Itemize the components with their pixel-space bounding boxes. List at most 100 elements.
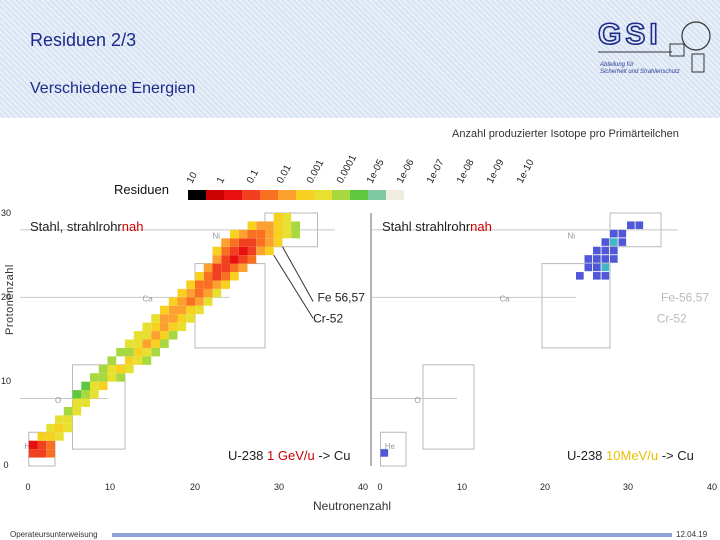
isotope-cell (230, 263, 239, 273)
isotope-cell (107, 356, 117, 365)
isotope-cell (63, 415, 73, 424)
panel-label: Stahl strahlrohrnah (382, 219, 492, 234)
element-label: He (385, 442, 396, 451)
isotope-cell (46, 423, 55, 433)
x-tick-label: 40 (358, 482, 368, 492)
isotope-cell (273, 213, 283, 222)
isotope-cell (195, 288, 204, 298)
colorbar-tick-label: 0.01 (275, 163, 294, 186)
x-tick-label: 0 (25, 482, 30, 492)
isotope-cell (177, 314, 187, 323)
isotope-cell (601, 263, 610, 272)
isotope-cell (618, 229, 627, 238)
isotope-cell (203, 263, 213, 273)
isotope-cell (177, 305, 187, 315)
isotope-cell (90, 381, 99, 391)
x-tick-label: 20 (190, 482, 200, 492)
isotope-cell (168, 331, 178, 340)
isotope-cell (81, 398, 90, 407)
isotope-cell (116, 373, 125, 382)
y-tick-label: 0 (3, 460, 8, 470)
gsi-logo-text: GSI (598, 18, 662, 51)
isotope-cell (160, 339, 169, 348)
isotope-cell (90, 373, 99, 382)
isotope-cell (238, 238, 248, 247)
isotope-cell (37, 449, 47, 458)
isotope-cell (81, 381, 90, 391)
isotope-cell (212, 246, 222, 256)
annotation-pointer (273, 254, 314, 319)
isotope-cell (63, 406, 73, 416)
isotope-cell (151, 322, 160, 332)
isotope-cell (195, 297, 204, 306)
isotope-cell (238, 255, 248, 264)
gsi-logo: GSI (597, 17, 711, 73)
isotope-cell (212, 288, 222, 298)
isotope-cell (46, 432, 55, 441)
isotope-cell (160, 322, 169, 332)
element-label: O (55, 396, 61, 405)
isotope-cell (107, 373, 117, 382)
isotope-cell (98, 381, 108, 391)
isotope-cell (151, 331, 160, 340)
panel-label-highlight: nah (470, 219, 492, 234)
logo-block-2 (691, 53, 705, 73)
annotation-pointer (282, 246, 314, 302)
isotope-cell (593, 263, 601, 272)
isotope-cell (28, 440, 38, 450)
isotope-cell (203, 280, 213, 289)
footer-course: Operateursunterweisung (10, 530, 98, 539)
isotope-cell (72, 390, 82, 399)
isotope-cell (195, 280, 204, 289)
isotope-cell (37, 432, 47, 441)
isotope-cell (291, 229, 300, 239)
isotope-cell (256, 238, 265, 247)
isotope-cell (151, 339, 160, 348)
isotope-cell (282, 229, 292, 239)
isotope-cell (221, 246, 230, 256)
x-axis-title: Neutronenzahl (313, 499, 392, 513)
isotope-cell (90, 390, 99, 399)
isotope-cell (256, 229, 265, 239)
panel-label-highlight: nah (122, 219, 144, 234)
isotope-cell (593, 246, 601, 255)
beam-energy: 1 GeV/u (267, 448, 315, 463)
annotation-label: Fe-56,57 (661, 291, 709, 305)
isotope-cell (98, 364, 108, 374)
chart-title: Anzahl produzierter Isotope pro Primärte… (452, 128, 679, 140)
isotope-cell (221, 263, 230, 273)
colorbar-swatch (242, 190, 260, 200)
y-tick-label: 10 (1, 376, 11, 386)
y-tick-label: 20 (1, 292, 11, 302)
isotope-cell (28, 449, 38, 458)
x-tick-label: 10 (105, 482, 115, 492)
isotope-cell (168, 314, 178, 323)
isotope-cell (273, 238, 283, 247)
colorbar-tick-label: 1 (215, 175, 228, 185)
isotope-cell (72, 398, 82, 407)
isotope-cell (125, 364, 134, 374)
isotope-cell (265, 238, 274, 247)
isotope-cell (221, 255, 230, 264)
x-tick-label: 10 (457, 482, 467, 492)
isotope-cell (160, 331, 169, 340)
isotope-cell (133, 347, 143, 357)
isotope-cell (151, 314, 160, 323)
isotope-cell (221, 238, 230, 247)
colorbar-tick-label: 1e-08 (455, 157, 477, 185)
isotope-cell (46, 440, 55, 450)
isotope-cell (168, 305, 178, 315)
isotope-cell (142, 339, 152, 348)
isotope-cell (282, 213, 292, 222)
isotope-cell (142, 331, 152, 340)
colorbar-swatch (296, 190, 314, 200)
isotope-cell (230, 246, 239, 256)
isotope-cell (177, 288, 187, 298)
isotope-cell (247, 255, 257, 264)
colorbar-tick-label: 1e-10 (515, 157, 537, 185)
isotope-cell (238, 229, 248, 239)
isotope-cell (230, 272, 239, 281)
isotope-cell (610, 238, 618, 246)
isotope-cell (107, 364, 117, 374)
department-label: Abteilung für Sicherheit und Strahlensch… (600, 62, 680, 75)
